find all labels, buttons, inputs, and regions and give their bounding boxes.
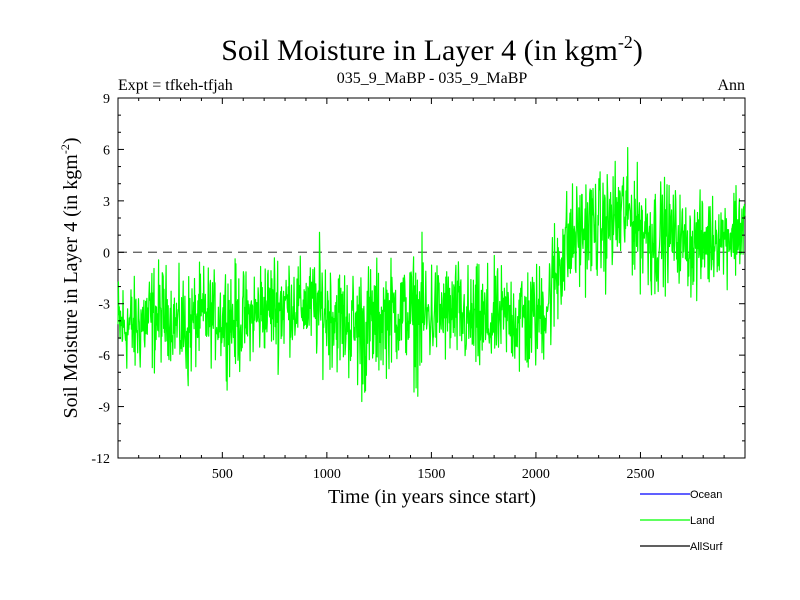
x-tick-label: 2000 xyxy=(522,467,550,482)
y-tick-label: 0 xyxy=(103,246,110,261)
x-tick-label: 1000 xyxy=(313,467,341,482)
subtitle-right: Ann xyxy=(717,77,745,94)
chart-title-close: ) xyxy=(633,34,643,67)
y-tick-label: 9 xyxy=(103,92,110,107)
y-tick-label: -12 xyxy=(91,452,110,467)
x-axis: 500 1000 1500 2000 2500 xyxy=(138,98,725,482)
y-tick-label: 3 xyxy=(103,195,110,210)
chart-title-sup: -2 xyxy=(618,32,633,52)
y-axis-title-close: ) xyxy=(60,137,82,144)
y-tick-label: 6 xyxy=(103,143,110,158)
y-axis-title-sup: -2 xyxy=(58,144,72,154)
subtitle-left: Expt = tfkeh-tfjah xyxy=(118,77,233,94)
x-tick-label: 1500 xyxy=(417,467,445,482)
legend: Ocean Land AllSurf xyxy=(640,489,723,553)
x-tick-label: 2500 xyxy=(626,467,654,482)
y-axis-title: Soil Moisture in Layer 4 (in kgm-2) xyxy=(58,137,82,418)
y-axis: -12 -9 -6 -3 0 3 6 9 xyxy=(91,92,745,467)
y-tick-label: -9 xyxy=(98,401,110,416)
legend-label-land: Land xyxy=(690,515,714,527)
legend-label-allsurf: AllSurf xyxy=(690,541,723,553)
y-tick-label: -6 xyxy=(98,349,110,364)
subtitle-center: 035_9_MaBP - 035_9_MaBP xyxy=(337,70,528,87)
series-line-land xyxy=(117,147,746,403)
legend-label-ocean: Ocean xyxy=(690,489,722,501)
x-axis-title: Time (in years since start) xyxy=(328,486,536,508)
y-tick-label: -3 xyxy=(98,298,110,313)
x-tick-label: 500 xyxy=(212,467,233,482)
chart-title: Soil Moisture in Layer 4 (in kgm-2) xyxy=(221,32,643,67)
